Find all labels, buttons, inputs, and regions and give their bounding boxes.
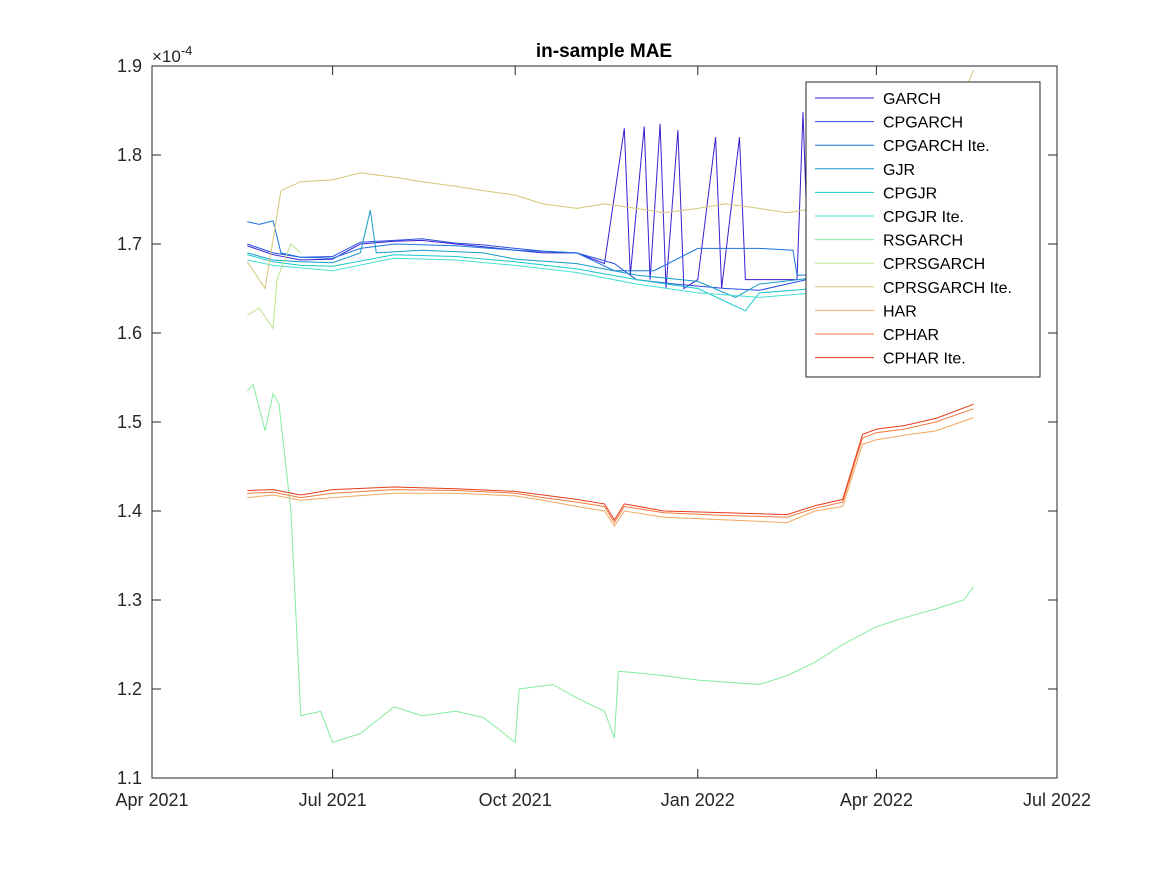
- series-line-cpgjr: [247, 254, 974, 312]
- series-line-cpgarch-ite: [247, 220, 974, 276]
- series-line-cphar-ite: [247, 403, 974, 521]
- x-tick-label: Jan 2022: [661, 790, 735, 810]
- y-exponent-power: -4: [181, 43, 193, 58]
- series-line-garch: [247, 112, 974, 290]
- legend-label: RSGARCH: [883, 233, 963, 250]
- y-tick-label: 1.6: [117, 323, 142, 343]
- x-tick-label: Apr 2022: [840, 790, 913, 810]
- y-tick-label: 1.4: [117, 501, 142, 521]
- series-line-cpgarch: [247, 238, 974, 291]
- legend-box: [805, 81, 1041, 378]
- series-line-rsgarch: [246, 383, 975, 744]
- series-layer: [246, 70, 975, 744]
- x-tick-label: Jul 2022: [1023, 790, 1091, 810]
- y-tick-label: 1.5: [117, 412, 142, 432]
- legend-label: GARCH: [883, 91, 941, 108]
- y-tick-label: 1.3: [117, 590, 142, 610]
- y-tick-label: 1.9: [117, 56, 142, 76]
- chart-title: in-sample MAE: [536, 41, 672, 62]
- legend-label: CPRSGARCH: [883, 256, 985, 273]
- legend-label: GJR: [883, 162, 915, 179]
- series-line-har: [247, 417, 974, 528]
- x-tick-label: Apr 2021: [115, 790, 188, 810]
- legend-label: CPRSGARCH Ite.: [883, 280, 1012, 297]
- y-tick-label: 1.8: [117, 145, 142, 165]
- x-tick-label: Oct 2021: [479, 790, 552, 810]
- legend-label: CPHAR Ite.: [883, 351, 966, 368]
- y-exponent-base: ×10: [152, 47, 181, 66]
- series-line-cprsgarch: [247, 243, 302, 331]
- y-tick-label: 1.7: [117, 234, 142, 254]
- svg-text:×10-4: ×10-4: [152, 43, 192, 66]
- legend: GARCH CPGARCH CPGARCH Ite. GJR CPGJR CPGJR It…: [805, 81, 1041, 378]
- legend-label: CPHAR: [883, 327, 939, 344]
- x-tick-label: Jul 2021: [299, 790, 367, 810]
- legend-label: CPGARCH: [883, 115, 963, 132]
- y-exponent-label: ×10-4: [152, 43, 192, 66]
- axes-layer: 1.1 1.2 1.3 1.4 1.5 1.6 1.7 1.8 1.9 Apr 2021 Jul 2…: [115, 56, 1091, 810]
- legend-label: HAR: [883, 303, 917, 320]
- series-line-gjr: [247, 210, 974, 298]
- y-tick-label: 1.1: [117, 768, 142, 788]
- legend-label: CPGJR Ite.: [883, 209, 964, 226]
- legend-label: CPGJR: [883, 185, 937, 202]
- series-line-cphar: [247, 408, 974, 524]
- legend-label: CPGARCH Ite.: [883, 138, 990, 155]
- y-tick-label: 1.2: [117, 679, 142, 699]
